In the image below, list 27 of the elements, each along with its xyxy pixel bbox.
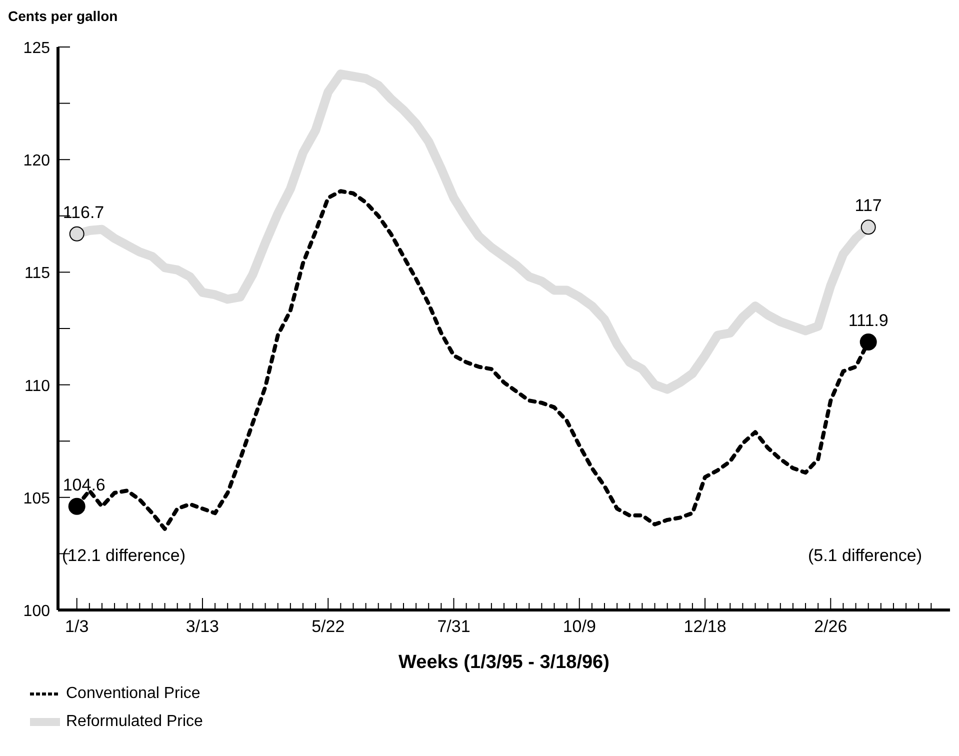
x-tick-label: 12/18 (684, 617, 726, 636)
legend-label: Reformulated Price (65, 712, 204, 732)
y-tick-label: 115 (24, 265, 50, 282)
legend-label: Conventional Price (65, 684, 202, 704)
data-label: 111.9 (848, 311, 888, 330)
point (860, 334, 877, 351)
y-tick-label: 105 (23, 490, 50, 508)
annotation: (12.1 difference) (62, 546, 186, 566)
point (68, 498, 86, 515)
x-axis-title: Weeks (1/3/95 - 3/18/96) (398, 652, 610, 673)
x-tick-label: 7/31 (437, 617, 470, 636)
point (860, 220, 876, 235)
x-tick-label: 3/13 (186, 617, 220, 636)
x-tick-label: 5/22 (312, 617, 345, 636)
x-tick-label: 1/3 (65, 617, 89, 636)
y-tick-label: 100 (23, 603, 50, 620)
point (69, 226, 84, 242)
annotation: (5.1 difference) (808, 546, 922, 566)
y-tick-label: 125 (23, 40, 50, 57)
y-tick-label: 110 (24, 378, 50, 395)
x-tick-label: 2/26 (814, 617, 848, 636)
data-label: 104.6 (62, 475, 106, 494)
x-tick-label: 10/9 (562, 617, 596, 636)
data-label: 117 (854, 196, 882, 216)
y-tick-label: 120 (23, 152, 50, 170)
data-label: 116.7 (62, 202, 104, 222)
y-axis-title: Cents per gallon (8, 8, 119, 26)
